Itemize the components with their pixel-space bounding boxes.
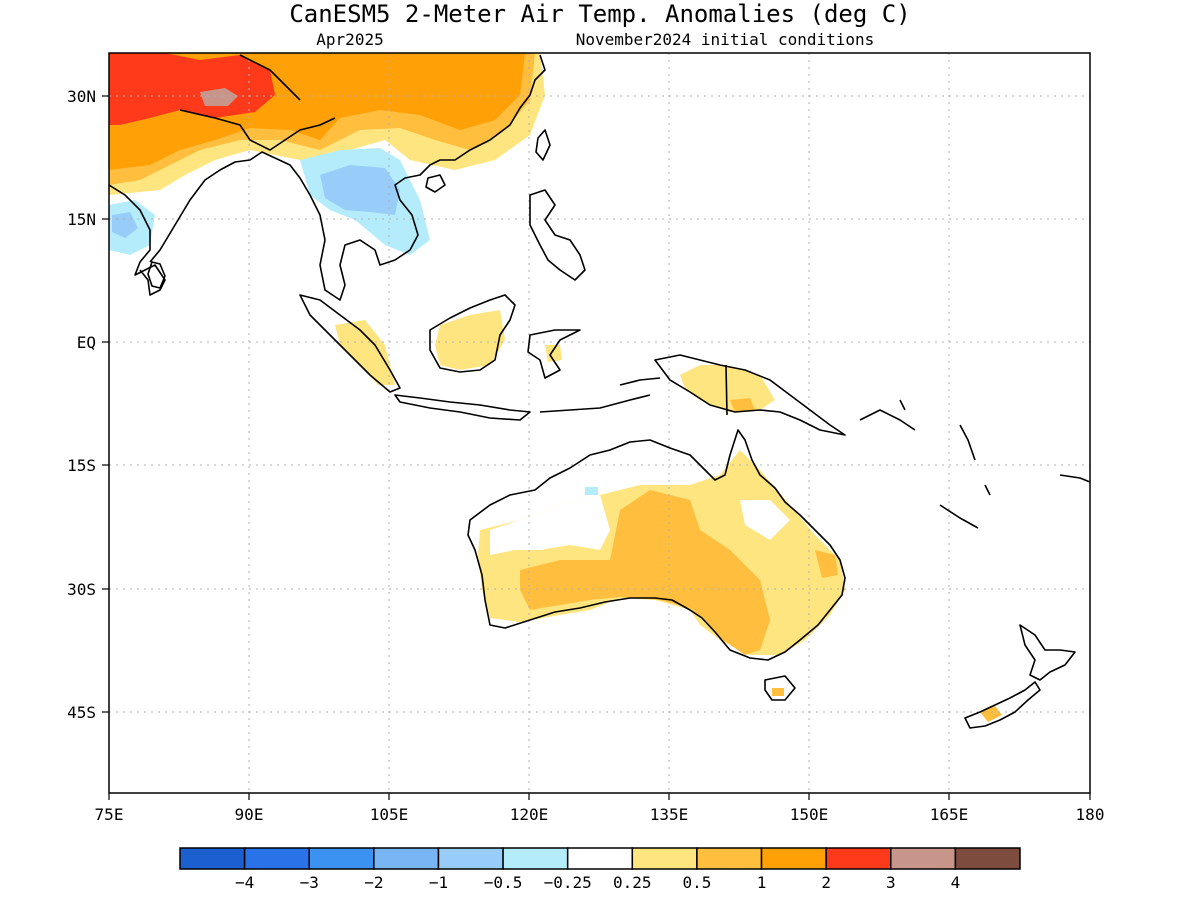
gridlines: [109, 53, 1090, 793]
colorbar-label: 3: [886, 873, 896, 892]
coast-borneo: [429, 294, 516, 373]
lon-label: 135E: [650, 805, 689, 824]
colorbar-label: 0.5: [682, 873, 711, 892]
colorbar-label: −1: [429, 873, 448, 892]
lat-label: 45S: [67, 703, 96, 722]
colorbar-label: 0.25: [613, 873, 652, 892]
colorbar-label: −4: [235, 873, 254, 892]
coast-java: [394, 394, 531, 421]
colorbar-label: 1: [757, 873, 767, 892]
initial-conditions: November2024 initial conditions: [576, 30, 875, 49]
lon-label: 90E: [235, 805, 264, 824]
colorbar-legend: −4 −3 −2 −1 −0.5 −0.25 0.25 0.5 1 2 3 4: [179, 847, 1021, 892]
coast-sumatra: [299, 294, 401, 393]
colorbar-swatch: [502, 847, 569, 870]
lon-labels: 75E 90E 105E 120E 135E 150E 165E 180: [95, 805, 1105, 824]
warm-patch-sulawesi: [545, 345, 562, 362]
plot-frame: [108, 52, 1091, 794]
lon-label: 180: [1076, 805, 1105, 824]
warm-patch-nz: [980, 706, 1002, 722]
colorbar-label: −0.5: [484, 873, 523, 892]
colorbar-swatch: [696, 847, 763, 870]
white-gap-queensland: [740, 500, 790, 540]
colorbar-swatch: [825, 847, 892, 870]
lat-label: 30N: [67, 87, 96, 106]
coast-nz-north: [1019, 624, 1076, 681]
colorbar-swatch: [631, 847, 698, 870]
colorbar-swatch: [179, 847, 246, 870]
colorbar-swatch: [243, 847, 310, 870]
coast-tasmania: [764, 675, 796, 701]
lon-label: 105E: [370, 805, 409, 824]
coast-srilanka: [147, 261, 166, 289]
anomaly-shading: [109, 53, 1002, 722]
warm-region-australia-1: [520, 490, 770, 655]
coast-nz-south: [964, 681, 1041, 729]
coast-sulawesi: [527, 329, 581, 379]
colorbar-label: 4: [951, 873, 961, 892]
coast-asia-mainland: [109, 54, 546, 301]
valid-month: Apr2025: [316, 30, 383, 49]
colorbar-label: 2: [821, 873, 831, 892]
cool-region-indochina-1: [320, 165, 400, 215]
warm-patch-borneo: [435, 310, 505, 370]
warm-patch-sumatra: [335, 320, 395, 385]
lon-label: 165E: [930, 805, 969, 824]
coast-lesser-sunda: [539, 377, 661, 413]
coast-pacific-islands: [859, 399, 1090, 529]
coast-philippines: [529, 189, 586, 281]
coast-taiwan: [535, 129, 551, 161]
coastlines: [109, 54, 1090, 729]
warm-patch-newguinea-1: [730, 398, 755, 412]
white-gap-australia: [490, 495, 610, 555]
colorbar-label: −0.25: [544, 873, 592, 892]
colorbar-swatch: [373, 847, 440, 870]
colorbar-swatch: [566, 847, 634, 870]
colorbar-swatch: [890, 847, 957, 870]
coast-hainan: [425, 174, 446, 193]
colorbar-swatch: [308, 847, 375, 870]
border-newguinea: [725, 364, 728, 416]
hot-region-tibet: [109, 53, 275, 125]
colorbar-swatch: [760, 847, 827, 870]
lon-label: 150E: [790, 805, 829, 824]
colorbar-label: −3: [300, 873, 319, 892]
extreme-region-tibet: [200, 88, 238, 106]
warm-patch-tasmania: [772, 688, 784, 696]
coast-newguinea: [654, 354, 846, 436]
border-himalaya: [179, 54, 336, 151]
axis-ticks: [102, 95, 1091, 800]
warm-patch-australia-east: [815, 550, 838, 578]
lat-label: 15S: [67, 456, 96, 475]
lon-label: 75E: [95, 805, 124, 824]
lon-label: 120E: [510, 805, 549, 824]
plot-area: [109, 53, 1090, 793]
colorbar-label: −2: [364, 873, 383, 892]
coast-australia: [467, 429, 846, 661]
cool-patch-nt: [585, 487, 598, 495]
colorbar-swatch: [954, 847, 1021, 870]
lat-label: EQ: [77, 333, 96, 352]
colorbar-swatch: [437, 847, 504, 870]
lat-label: 30S: [67, 580, 96, 599]
map-title: CanESM5 2-Meter Air Temp. Anomalies (deg…: [289, 0, 910, 28]
lat-labels: 30N 15N EQ 15S 30S 45S: [67, 87, 96, 722]
lat-label: 15N: [67, 210, 96, 229]
